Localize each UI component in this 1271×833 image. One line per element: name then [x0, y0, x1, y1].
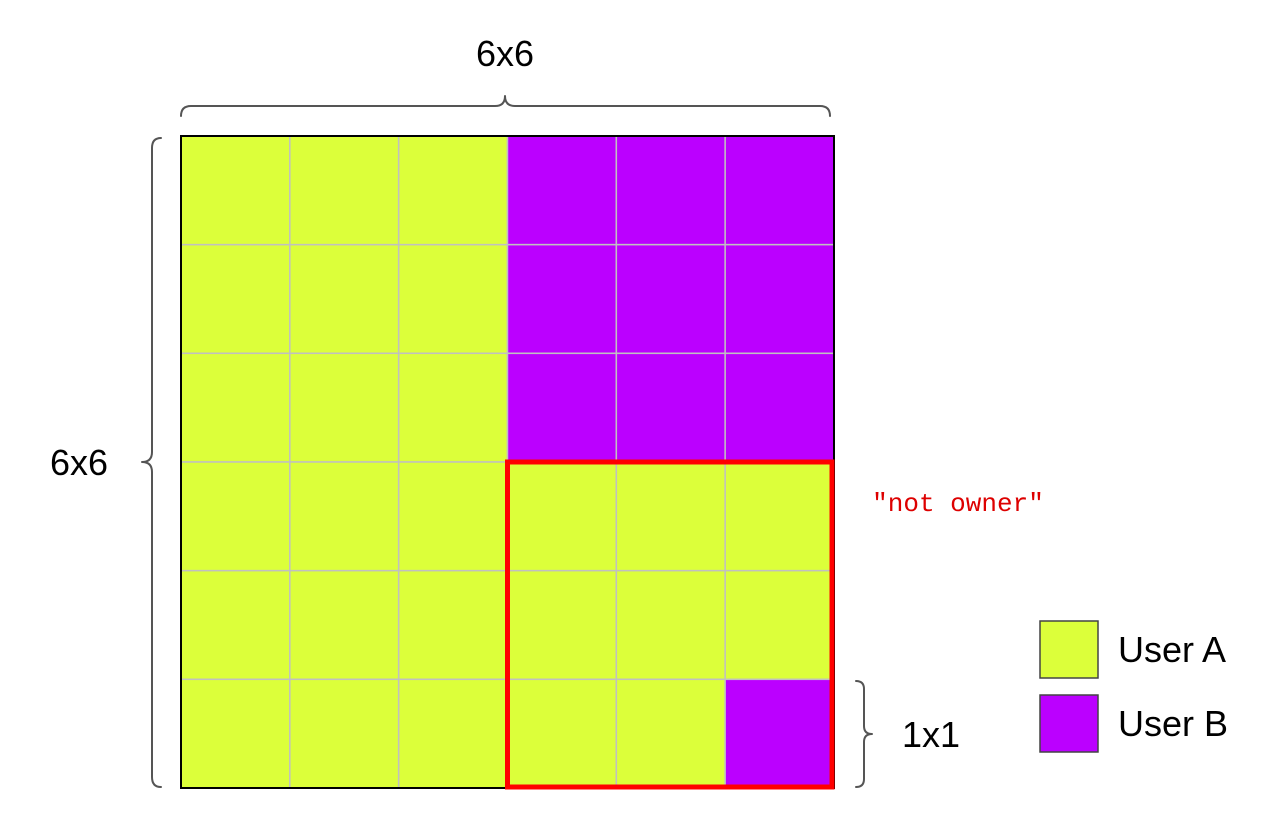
grid-cell-user-a [615, 461, 726, 572]
grid-cell-user-a [180, 569, 291, 681]
grid-cell-user-b [506, 135, 618, 246]
legend: User A User B [1039, 620, 1228, 753]
legend-swatch-user-a [1039, 620, 1099, 679]
legend-swatch-user-b [1039, 694, 1099, 753]
grid-cell-user-a [397, 678, 509, 789]
grid-cell-user-a [180, 461, 291, 572]
grid-cell-user-a [397, 461, 509, 572]
left-brace [141, 137, 162, 788]
grid-cell-user-a [180, 243, 291, 355]
grid-cell-user-b [724, 678, 835, 789]
grid-cell-user-a [397, 135, 509, 246]
grid-cell-user-a [289, 135, 400, 246]
grid-cell-user-a [289, 569, 400, 681]
grid-cell-user-a [289, 352, 400, 463]
grid-cell-user-b [506, 243, 618, 355]
grid-cell-user-a [506, 461, 618, 572]
grid-cell-user-a [724, 461, 835, 572]
grid-cell-user-b [506, 352, 618, 463]
grid-cell-user-a [506, 678, 618, 789]
grid-cell-user-a [615, 678, 726, 789]
top-brace [180, 95, 831, 117]
grid-cells [180, 135, 835, 789]
grid-cell-user-b [615, 243, 726, 355]
left-dimension-label: 6x6 [50, 442, 108, 483]
grid-cell-user-a [397, 569, 509, 681]
small-dimension-label: 1x1 [902, 714, 960, 755]
grid-cell-user-a [397, 352, 509, 463]
grid-cell-user-a [289, 243, 400, 355]
small-brace [855, 680, 873, 788]
grid-cell-user-a [180, 678, 291, 789]
grid-cell-user-a [180, 135, 291, 246]
grid-cell-user-a [615, 569, 726, 681]
grid-cell-user-a [397, 243, 509, 355]
grid-cell-user-b [724, 352, 835, 463]
grid-cell-user-a [724, 569, 835, 681]
grid-cell-user-b [724, 135, 835, 246]
grid-cell-user-a [289, 461, 400, 572]
not-owner-note: "not owner" [872, 489, 1044, 519]
grid-cell-user-b [615, 352, 726, 463]
grid-cell-user-b [615, 135, 726, 246]
legend-label-user-a: User A [1118, 629, 1226, 670]
grid-cell-user-a [289, 678, 400, 789]
legend-label-user-b: User B [1118, 703, 1228, 744]
grid-cell-user-a [506, 569, 618, 681]
grid-cell-user-b [724, 243, 835, 355]
highlight-box [505, 459, 835, 790]
top-dimension-label: 6x6 [476, 33, 534, 74]
grid-cell-user-a [180, 352, 291, 463]
